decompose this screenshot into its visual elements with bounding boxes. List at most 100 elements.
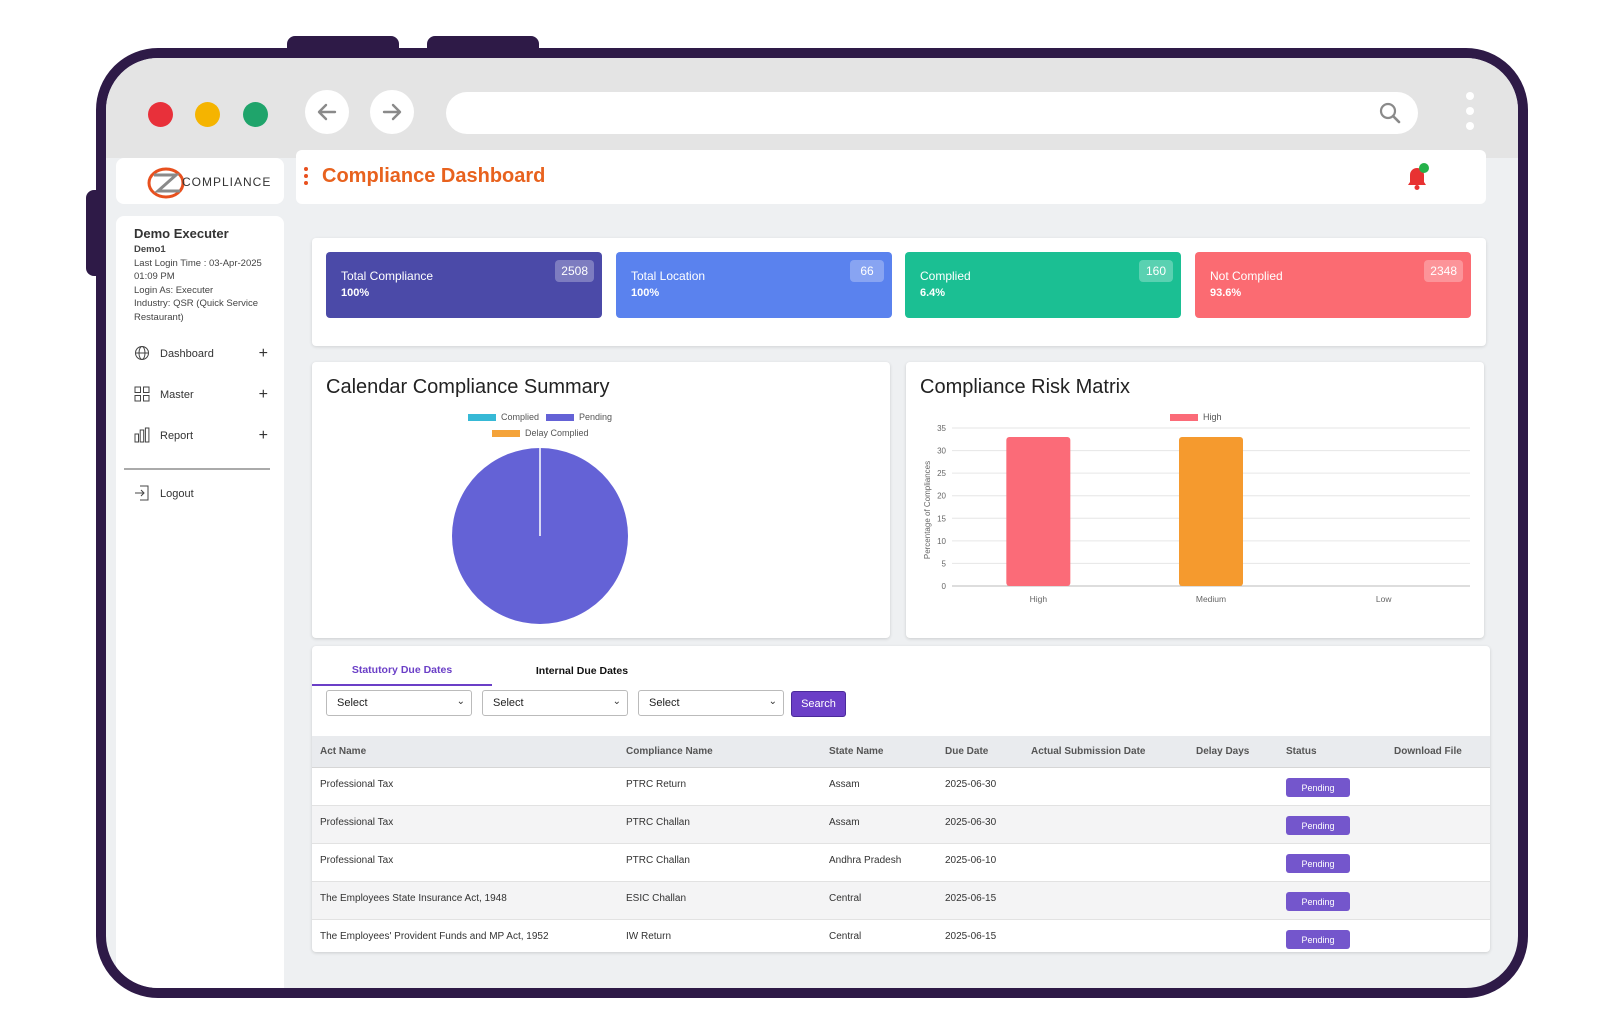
expand-icon[interactable]: + — [258, 345, 268, 362]
cell-state: Andhra Pradesh — [829, 855, 902, 866]
compliance-risk-panel: Compliance Risk Matrix High Percentage o… — [906, 362, 1484, 638]
legend-item-complied[interactable]: Complied — [468, 412, 539, 422]
sidebar-item-label: Logout — [160, 488, 194, 500]
minimize-window-dot[interactable] — [195, 102, 220, 127]
browser-menu-icon[interactable] — [1466, 92, 1474, 137]
menu-toggle-icon[interactable] — [304, 167, 308, 188]
column-header[interactable]: Due Date — [945, 746, 989, 757]
card-percent: 100% — [341, 287, 370, 299]
sidebar-item-label: Dashboard — [160, 348, 214, 360]
maximize-window-dot[interactable] — [243, 102, 268, 127]
column-header[interactable]: Act Name — [320, 746, 367, 757]
cell-compliance: IW Return — [626, 931, 672, 942]
card-total-compliance[interactable]: Total Compliance 100% 2508 — [326, 252, 602, 318]
sidebar-item-master[interactable]: Master + — [134, 385, 274, 405]
cell-state: Assam — [829, 817, 860, 828]
legend-label: Complied — [501, 412, 540, 422]
browser-chrome — [106, 58, 1518, 158]
grid-icon — [134, 386, 152, 404]
login-as: Login As: Executer — [134, 284, 214, 296]
y-tick-label: 10 — [937, 537, 946, 546]
cell-due-date: 2025-06-15 — [945, 893, 997, 904]
column-header[interactable]: Download File — [1394, 746, 1462, 757]
card-label: Total Location — [631, 269, 706, 283]
column-header[interactable]: Delay Days — [1196, 746, 1250, 757]
status-badge[interactable]: Pending — [1286, 930, 1350, 949]
svg-text:COMPLIANCE: COMPLIANCE — [182, 175, 271, 189]
filter-select-3[interactable]: Select ⌄ — [638, 690, 784, 716]
search-icon[interactable] — [1378, 101, 1402, 130]
card-total-location[interactable]: Total Location 100% 66 — [616, 252, 892, 318]
forward-button[interactable] — [370, 90, 414, 134]
globe-icon — [134, 345, 152, 363]
legend-swatch — [492, 429, 520, 437]
chart-title: Calendar Compliance Summary — [326, 376, 610, 398]
column-header[interactable]: Status — [1286, 746, 1317, 757]
filter-select-2[interactable]: Select ⌄ — [482, 690, 628, 716]
bar-chart: Percentage of Compliances 0 5 10 15 20 25 30 35… — [923, 424, 1470, 604]
bar-high[interactable] — [1006, 437, 1071, 586]
address-bar[interactable] — [446, 92, 1418, 134]
cell-act: Professional Tax — [320, 817, 394, 828]
user-info: Demo1 Last Login Time : 03-Apr-2025 01:0… — [134, 243, 274, 324]
sidebar-item-label: Report — [160, 430, 194, 442]
card-complied[interactable]: Complied 6.4% 160 — [905, 252, 1181, 318]
cell-due-date: 2025-06-10 — [945, 855, 997, 866]
column-header[interactable]: Actual Submission Date — [1031, 746, 1146, 757]
table-row[interactable]: Professional Tax PTRC Challan Assam 2025… — [312, 806, 1490, 844]
arrow-right-icon — [382, 103, 402, 121]
due-dates-panel: Statutory Due Dates Internal Due Dates S… — [312, 646, 1490, 952]
legend-label: High — [1203, 412, 1222, 422]
card-percent: 93.6% — [1210, 287, 1242, 299]
card-not-complied[interactable]: Not Complied 93.6% 2348 — [1195, 252, 1471, 318]
status-badge[interactable]: Pending — [1286, 778, 1350, 797]
notification-bell-icon[interactable] — [1404, 162, 1430, 197]
table-row[interactable]: The Employees State Insurance Act, 1948 … — [312, 882, 1490, 920]
status-badge[interactable]: Pending — [1286, 854, 1350, 873]
x-tick-label: High — [1030, 594, 1048, 604]
column-header[interactable]: Compliance Name — [626, 746, 713, 757]
table-row[interactable]: The Employees' Provident Funds and MP Ac… — [312, 920, 1490, 952]
legend-item-pending[interactable]: Pending — [546, 412, 612, 422]
cell-compliance: PTRC Return — [626, 779, 687, 790]
sidebar-item-report[interactable]: Report + — [134, 426, 274, 446]
status-badge[interactable]: Pending — [1286, 892, 1350, 911]
tab-internal-due-dates[interactable]: Internal Due Dates — [535, 665, 629, 677]
bar-medium[interactable] — [1179, 437, 1243, 586]
cell-act: Professional Tax — [320, 855, 394, 866]
status-badge[interactable]: Pending — [1286, 816, 1350, 835]
y-tick-label: 15 — [937, 514, 946, 523]
legend-swatch — [546, 413, 574, 421]
page-header: Compliance Dashboard — [296, 150, 1486, 204]
ez-compliance-logo: COMPLIANCE — [147, 167, 271, 199]
sidebar-item-dashboard[interactable]: Dashboard + — [134, 344, 274, 364]
select-value: Select — [337, 697, 368, 709]
x-tick-label: Low — [1376, 594, 1392, 604]
select-value: Select — [649, 697, 680, 709]
user-id: Demo1 — [134, 244, 166, 255]
close-window-dot[interactable] — [148, 102, 173, 127]
expand-icon[interactable]: + — [258, 427, 268, 444]
search-button[interactable]: Search — [791, 691, 846, 717]
filter-select-1[interactable]: Select ⌄ — [326, 690, 472, 716]
cell-state: Central — [829, 893, 862, 904]
sidebar-item-logout[interactable]: Logout — [134, 484, 274, 504]
card-percent: 6.4% — [920, 287, 946, 299]
table-row[interactable]: Professional Tax PTRC Return Assam 2025-… — [312, 768, 1490, 806]
chart-title: Compliance Risk Matrix — [920, 376, 1131, 398]
chevron-down-icon: ⌄ — [768, 696, 777, 707]
column-header[interactable]: State Name — [829, 746, 884, 757]
expand-icon[interactable]: + — [258, 386, 268, 403]
legend-item-high[interactable]: High — [1170, 412, 1222, 422]
card-label: Total Compliance — [341, 269, 434, 283]
logo-area: COMPLIANCE — [116, 158, 284, 204]
y-tick-label: 30 — [937, 447, 946, 456]
table-row[interactable]: Professional Tax PTRC Challan Andhra Pra… — [312, 844, 1490, 882]
back-button[interactable] — [305, 90, 349, 134]
cell-compliance: PTRC Challan — [626, 817, 690, 828]
cell-due-date: 2025-06-30 — [945, 817, 997, 828]
cell-act: The Employees' Provident Funds and MP Ac… — [320, 931, 549, 942]
legend-item-delay-complied[interactable]: Delay Complied — [492, 428, 589, 438]
chevron-down-icon: ⌄ — [456, 696, 465, 707]
tab-statutory-due-dates[interactable]: Statutory Due Dates — [312, 656, 492, 686]
